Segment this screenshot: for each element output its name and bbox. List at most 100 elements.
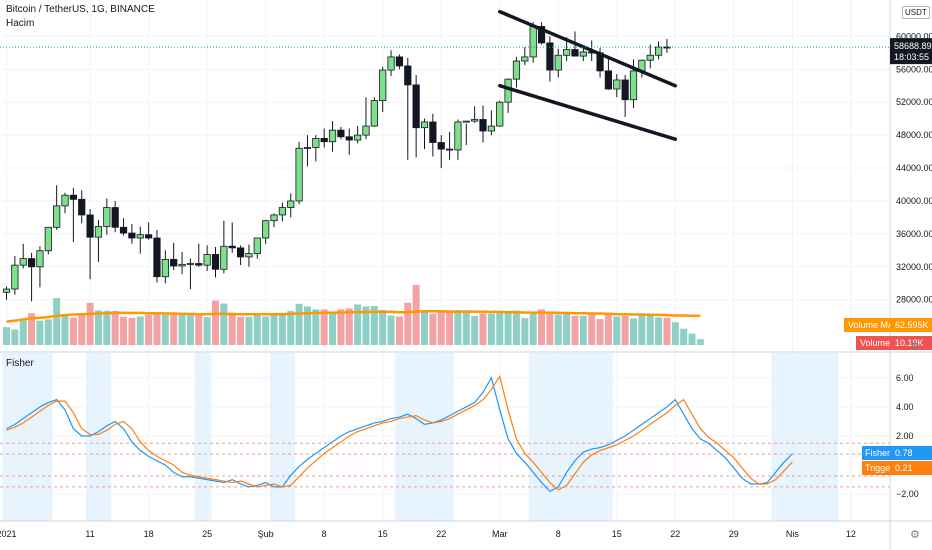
- time-axis[interactable]: 2021 11 18 25 Şub 8 15 22 Mar 8 15 22 29 Nis 12: [0, 529, 856, 539]
- candle-body-74: [621, 79, 629, 101]
- trendline-drawings[interactable]: [497, 9, 678, 141]
- fisher-tick-label-0: 6.00: [896, 373, 914, 383]
- candle-34: [287, 193, 295, 218]
- volume-bar-8: [69, 317, 77, 345]
- candle-65: [546, 36, 554, 82]
- last-price-badge: [890, 38, 932, 65]
- currency-badge[interactable]: USDT: [902, 6, 930, 19]
- candle-body-11: [94, 226, 103, 238]
- candle-44: [370, 97, 378, 127]
- volume-bar-34: [287, 310, 295, 345]
- candle-body-4: [36, 250, 44, 268]
- volume-bar-54: [454, 309, 462, 345]
- pane-settings-icon[interactable]: ⚙: [910, 341, 920, 353]
- volume-bar-73: [613, 316, 621, 345]
- candle-body-1: [11, 264, 19, 290]
- volume-bar-7: [61, 315, 69, 345]
- candle-50: [420, 118, 429, 150]
- volume-bar-27: [228, 313, 236, 345]
- candle-body-36: [303, 147, 312, 149]
- volume-bar-78: [655, 317, 663, 345]
- candle-body-23: [195, 263, 203, 266]
- candle-78: [654, 41, 663, 60]
- volume-bar-35: [295, 303, 303, 345]
- candle-15: [128, 224, 136, 244]
- candle-body-8: [69, 194, 77, 200]
- volume-bar-67: [563, 313, 571, 345]
- candle-body-66: [554, 54, 562, 71]
- fisher-series-label-box-0: [862, 446, 890, 460]
- candle-9: [78, 190, 86, 224]
- volume-bar-3: [28, 313, 36, 345]
- price-tick-label-8: 28000.00: [896, 295, 932, 305]
- fisher-indicator: [6, 374, 793, 493]
- volume-bar-24: [203, 317, 211, 345]
- candle-74: [621, 75, 629, 118]
- time-tick-label-6: 15: [378, 529, 388, 539]
- candle-body-34: [287, 200, 295, 208]
- candle-body-68: [571, 49, 579, 57]
- candle-27: [228, 222, 236, 253]
- candle-body-42: [354, 134, 362, 141]
- candle-body-69: [579, 51, 587, 57]
- time-tick-label-11: 22: [670, 529, 680, 539]
- candle-body-44: [370, 100, 378, 127]
- candle-16: [136, 226, 144, 254]
- candle-7: [61, 192, 69, 214]
- volume-bar-15: [128, 317, 136, 345]
- time-tick-label-7: 22: [436, 529, 446, 539]
- candle-body-32: [270, 214, 278, 222]
- candle-body-15: [128, 232, 136, 239]
- volume-bar-29: [245, 316, 253, 345]
- candle-8: [69, 187, 77, 243]
- time-tick-label-5: 8: [322, 529, 327, 539]
- volume-bar-13: [111, 310, 119, 345]
- candle-body-45: [379, 69, 387, 101]
- fisher-axis[interactable]: 6.00 4.00 2.00 −2.00: [896, 373, 919, 499]
- candle-35: [295, 141, 303, 205]
- time-tick-label-2: 18: [144, 529, 154, 539]
- candle-38: [320, 128, 328, 148]
- volume-bar-66: [554, 314, 562, 345]
- candle-64: [537, 22, 546, 45]
- fisher-band-4: [395, 353, 454, 521]
- candle-body-16: [136, 234, 144, 239]
- candle-body-46: [387, 56, 395, 71]
- candle-25: [211, 247, 220, 278]
- volume-bar-12: [103, 310, 111, 345]
- volume-bar-41: [345, 308, 353, 345]
- volume-bar-61: [512, 310, 520, 345]
- volume-bar-38: [320, 309, 328, 345]
- candle-57: [479, 105, 487, 143]
- fisher-tick-label-2: 2.00: [896, 431, 914, 441]
- volume-ma-value: 62.595K: [895, 320, 929, 330]
- candle-body-77: [646, 54, 654, 61]
- volume-value-badge: [890, 336, 932, 350]
- time-tick-label-10: 15: [612, 529, 622, 539]
- price-axis[interactable]: 60000.00 56000.00 52000.00 48000.00 44000.00…: [896, 31, 932, 304]
- fisher-band-3: [269, 353, 295, 521]
- settings-gear-icon[interactable]: ⚙: [910, 529, 920, 541]
- candle-30: [253, 237, 261, 259]
- symbol-title: Bitcoin / TetherUS, 1G, BINANCE: [6, 4, 155, 15]
- fisher-series-value-0: 0.78: [895, 448, 913, 458]
- candle-body-63: [529, 26, 537, 58]
- candle-62: [521, 47, 529, 66]
- fisher-series-label-0: Fisher: [865, 448, 890, 458]
- candle-body-75: [629, 70, 638, 101]
- candle-42: [354, 126, 362, 144]
- candle-32: [270, 213, 278, 228]
- volume-bar-52: [437, 312, 445, 345]
- volume-bar-31: [262, 316, 270, 345]
- time-tick-label-12: 29: [729, 529, 739, 539]
- candle-body-20: [170, 258, 178, 267]
- volume-bar-25: [212, 300, 219, 345]
- candle-0: [2, 286, 11, 300]
- candle-52: [437, 135, 445, 169]
- volume-bar-55: [462, 310, 470, 345]
- candle-59: [496, 100, 504, 127]
- time-tick-label-1: 11: [85, 529, 94, 539]
- candlesticks[interactable]: [2, 22, 671, 302]
